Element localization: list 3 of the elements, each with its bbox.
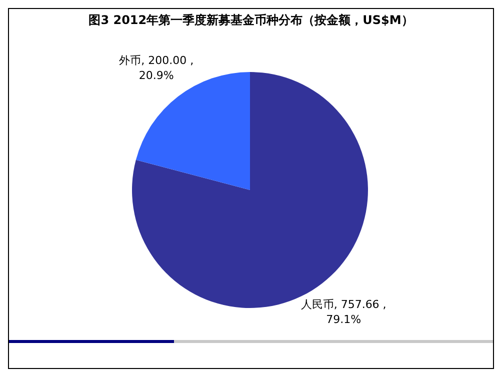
chart-title: 图3 2012年第一季度新募基金币种分布（按金额，US$M） bbox=[88, 12, 414, 29]
slice-label: 外币, 200.00 , 20.9% bbox=[118, 53, 195, 84]
slice-label: 人民币, 757.66 , 79.1% bbox=[300, 296, 388, 327]
